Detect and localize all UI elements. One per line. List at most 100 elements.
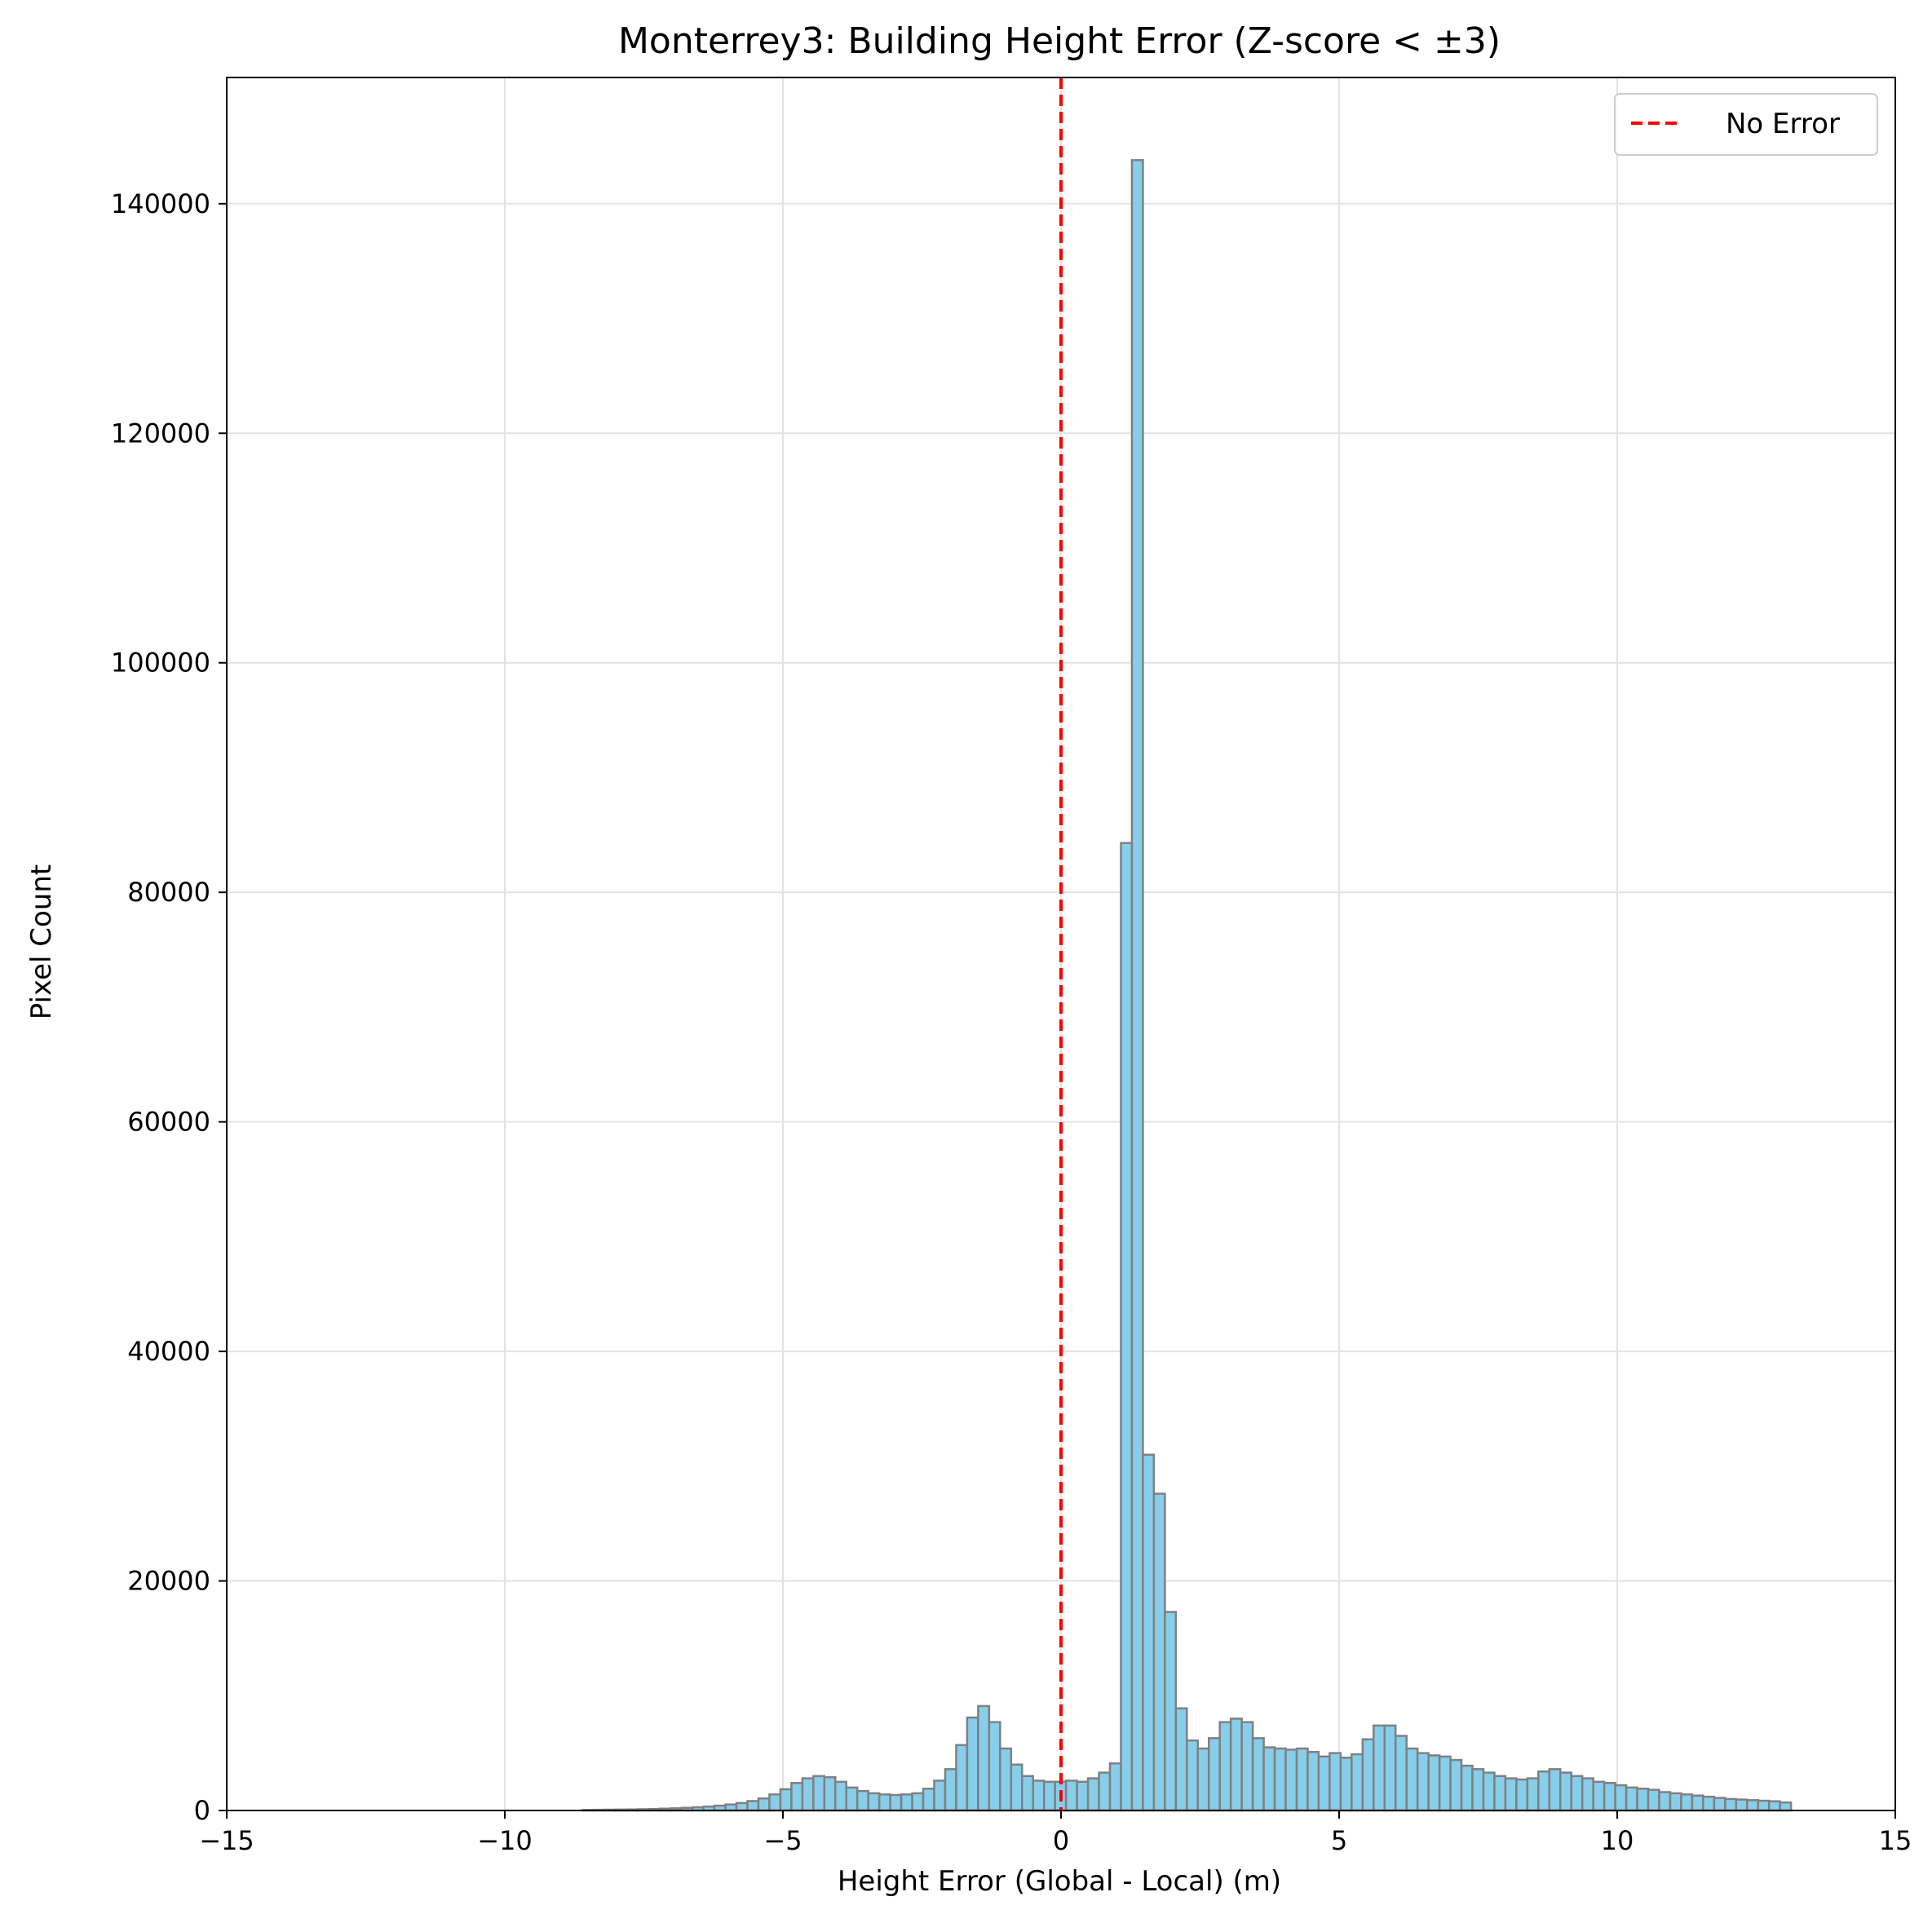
histogram-bar xyxy=(1339,1757,1353,1812)
histogram-bar xyxy=(1317,1755,1331,1812)
x-tick-label: 0 xyxy=(1053,1825,1069,1856)
x-tick-label: −5 xyxy=(763,1825,802,1856)
histogram-bar xyxy=(999,1747,1013,1812)
histogram-bar xyxy=(911,1792,925,1812)
histogram-bar xyxy=(1218,1721,1232,1812)
histogram-bar xyxy=(1493,1775,1507,1812)
histogram-bar xyxy=(1284,1749,1298,1812)
histogram-bar xyxy=(955,1744,969,1812)
histogram-bar xyxy=(757,1797,771,1812)
histogram-bar xyxy=(1196,1747,1210,1812)
histogram-bar xyxy=(1207,1737,1221,1812)
histogram-bar xyxy=(1098,1771,1112,1812)
histogram-bar xyxy=(1647,1788,1660,1812)
histogram-bar xyxy=(889,1793,903,1812)
histogram-bar xyxy=(1658,1791,1672,1812)
histogram-bar xyxy=(1702,1795,1716,1812)
histogram-bar xyxy=(1152,1492,1166,1812)
histogram-bar xyxy=(977,1704,991,1812)
histogram-bar xyxy=(724,1803,738,1812)
histogram-bar xyxy=(1130,159,1144,1812)
histogram-bar xyxy=(1745,1799,1759,1812)
y-tick-label: 40000 xyxy=(127,1336,210,1367)
histogram-bar xyxy=(779,1788,793,1812)
y-tick-label: 100000 xyxy=(111,648,210,679)
histogram-bar xyxy=(845,1786,859,1812)
x-tick-label: 5 xyxy=(1331,1825,1347,1856)
histogram-bar xyxy=(855,1789,869,1812)
y-tick-label: 60000 xyxy=(127,1107,210,1138)
x-axis-label: Height Error (Global - Local) (m) xyxy=(838,1865,1281,1898)
histogram-bar xyxy=(1603,1781,1616,1812)
histogram-bar xyxy=(1373,1724,1386,1812)
y-axis-ticks: 0 20000 40000 60000 80000 100000 120000 140000 xyxy=(111,188,227,1826)
histogram-bar xyxy=(900,1793,913,1812)
histogram-bar xyxy=(1526,1777,1540,1812)
x-tick-label: 15 xyxy=(1879,1825,1912,1856)
histogram-bar xyxy=(1186,1739,1200,1812)
histogram-bar xyxy=(1691,1794,1704,1812)
histogram-bar xyxy=(1416,1752,1430,1812)
x-tick-label: −15 xyxy=(199,1825,254,1856)
histogram-bar xyxy=(790,1781,804,1812)
y-tick-label: 120000 xyxy=(111,418,210,449)
histogram-bar xyxy=(1329,1752,1342,1812)
histogram-bar xyxy=(1021,1775,1034,1812)
histogram-bar xyxy=(1394,1735,1408,1812)
histogram-bar xyxy=(1669,1792,1682,1812)
histogram-bar xyxy=(1471,1768,1485,1812)
histogram-bar xyxy=(1680,1793,1694,1812)
histogram-bar xyxy=(1537,1770,1551,1812)
histogram-bar xyxy=(966,1716,979,1812)
histogram-bar xyxy=(1120,842,1134,1812)
histogram-bar xyxy=(867,1792,881,1812)
histogram-bar xyxy=(1164,1611,1178,1812)
histogram-bar xyxy=(988,1721,1001,1812)
x-tick-label: −10 xyxy=(477,1825,533,1856)
histogram-bar xyxy=(1108,1762,1122,1812)
histogram-bar xyxy=(1383,1724,1397,1812)
histogram-bar xyxy=(1032,1779,1046,1812)
legend-label-no-error: No Error xyxy=(1726,108,1840,140)
histogram-bar xyxy=(944,1768,957,1812)
histogram-bar xyxy=(812,1775,826,1812)
y-tick-label: 80000 xyxy=(127,877,210,908)
histogram-bar xyxy=(1625,1786,1638,1812)
histogram-bar xyxy=(1515,1778,1529,1812)
histogram-bar xyxy=(1592,1780,1606,1812)
histogram-bar xyxy=(922,1788,935,1812)
histogram-bar xyxy=(746,1800,760,1812)
y-tick-label: 140000 xyxy=(111,188,210,219)
histogram-bar xyxy=(1273,1747,1287,1812)
histogram-bar xyxy=(1295,1747,1309,1812)
histogram-bar xyxy=(1086,1777,1100,1812)
histogram-bar xyxy=(1262,1746,1276,1812)
histogram-bar xyxy=(1724,1797,1738,1812)
histogram-bar xyxy=(1361,1738,1375,1812)
histogram-bar xyxy=(1405,1747,1419,1812)
histogram-bar xyxy=(1504,1777,1518,1812)
histogram-bar xyxy=(1460,1764,1474,1812)
chart-title: Monterrey3: Building Height Error (Z-sco… xyxy=(618,20,1501,62)
histogram-bar xyxy=(768,1793,782,1812)
histogram-bar xyxy=(1779,1801,1793,1812)
histogram-bar xyxy=(1559,1771,1572,1812)
histogram-bar xyxy=(1251,1737,1265,1812)
histogram-bar xyxy=(1438,1755,1452,1812)
y-axis-label: Pixel Count xyxy=(25,864,58,1019)
histogram-bar xyxy=(1614,1784,1628,1812)
histogram-bar xyxy=(1757,1799,1771,1812)
y-tick-label: 20000 xyxy=(127,1566,210,1597)
histogram-bar xyxy=(1240,1721,1254,1812)
histogram-bar xyxy=(823,1775,837,1812)
y-tick-label: 0 xyxy=(194,1795,210,1826)
histogram-bar xyxy=(1735,1798,1749,1812)
histogram-bar xyxy=(1427,1754,1441,1812)
histogram-bar xyxy=(1042,1780,1056,1812)
histogram-bar xyxy=(878,1793,891,1812)
histogram-bar xyxy=(735,1802,749,1812)
histogram-bar xyxy=(1351,1753,1364,1812)
histogram-bar xyxy=(834,1780,847,1812)
